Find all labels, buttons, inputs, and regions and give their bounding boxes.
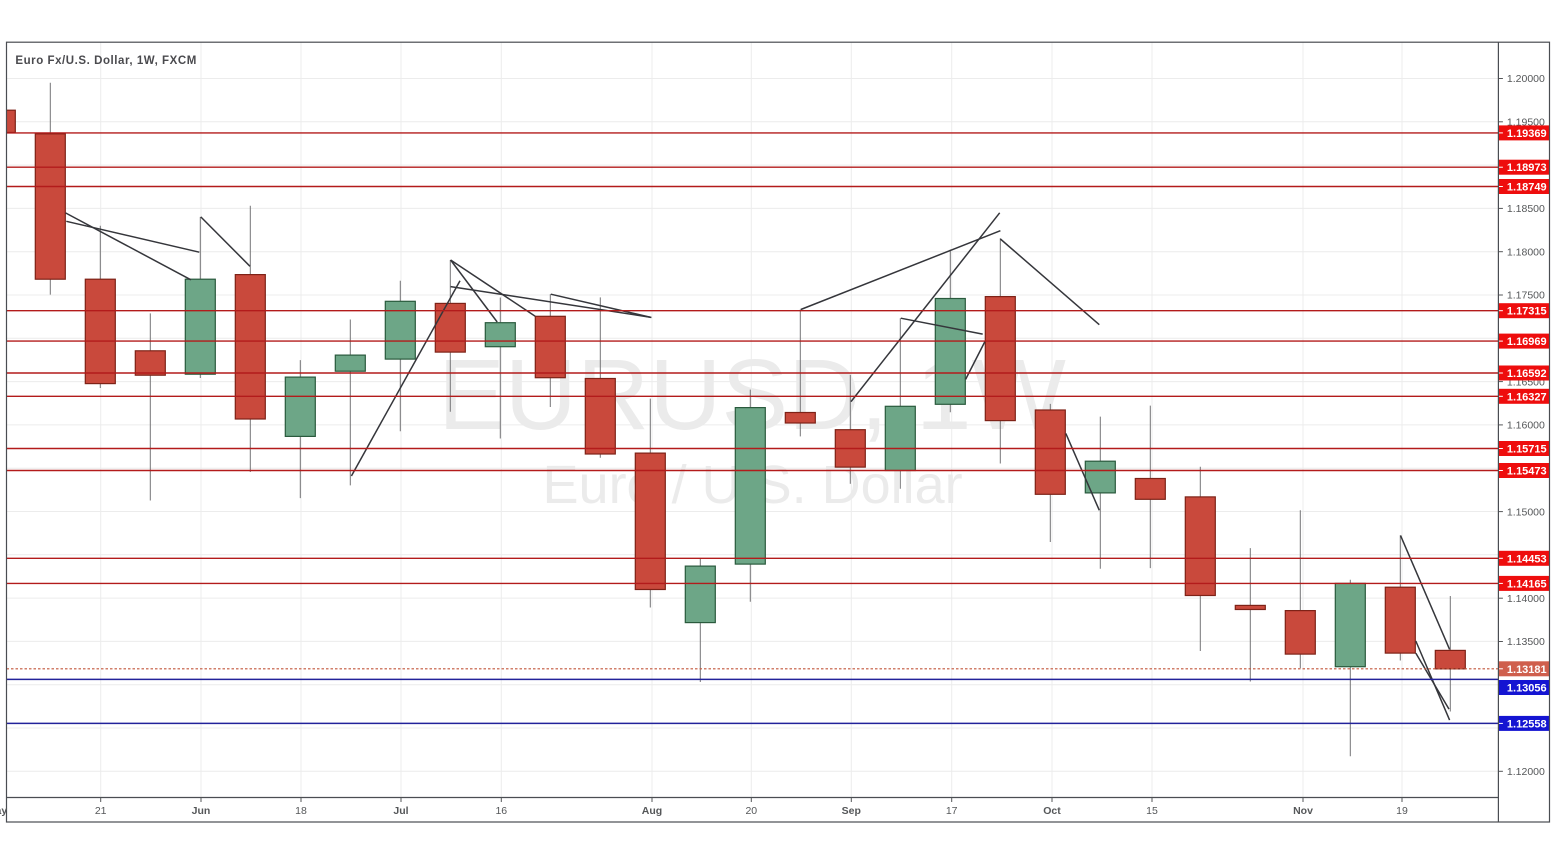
svg-text:1.17315: 1.17315 <box>1507 306 1547 318</box>
svg-text:Jun: Jun <box>192 805 211 817</box>
svg-text:1.14000: 1.14000 <box>1507 593 1545 605</box>
svg-text:Euro Fx/U.S. Dollar, 1W, FXCM: Euro Fx/U.S. Dollar, 1W, FXCM <box>15 55 196 67</box>
svg-text:1.13500: 1.13500 <box>1507 636 1545 648</box>
svg-text:18: 18 <box>295 805 307 817</box>
svg-text:21: 21 <box>95 805 107 817</box>
svg-text:Oct: Oct <box>1043 805 1061 817</box>
svg-text:1.18973: 1.18973 <box>1507 162 1547 174</box>
svg-text:May: May <box>0 805 7 817</box>
svg-text:17: 17 <box>946 805 958 817</box>
svg-text:1.15000: 1.15000 <box>1507 506 1545 518</box>
svg-text:1.16000: 1.16000 <box>1507 420 1545 432</box>
svg-text:1.14165: 1.14165 <box>1507 578 1547 590</box>
svg-text:1.18500: 1.18500 <box>1507 203 1545 215</box>
svg-text:1.18000: 1.18000 <box>1507 246 1545 258</box>
svg-text:1.20000: 1.20000 <box>1507 73 1545 85</box>
svg-text:16: 16 <box>495 805 507 817</box>
svg-text:1.18749: 1.18749 <box>1507 182 1547 194</box>
svg-text:Jul: Jul <box>393 805 408 817</box>
svg-text:Sep: Sep <box>842 805 861 817</box>
svg-text:1.14453: 1.14453 <box>1507 553 1547 565</box>
svg-text:1.12000: 1.12000 <box>1507 766 1545 778</box>
svg-text:1.16592: 1.16592 <box>1507 368 1547 380</box>
svg-text:1.16969: 1.16969 <box>1507 336 1547 348</box>
svg-text:15: 15 <box>1146 805 1158 817</box>
svg-text:Aug: Aug <box>642 805 662 817</box>
svg-text:1.13056: 1.13056 <box>1507 683 1547 695</box>
svg-text:1.12558: 1.12558 <box>1507 718 1547 730</box>
svg-text:1.19369: 1.19369 <box>1507 128 1547 140</box>
svg-text:1.15715: 1.15715 <box>1507 444 1547 456</box>
svg-text:1.15473: 1.15473 <box>1507 466 1547 478</box>
svg-text:1.13181: 1.13181 <box>1507 664 1547 676</box>
svg-text:1.16327: 1.16327 <box>1507 391 1547 403</box>
svg-text:Nov: Nov <box>1293 805 1313 817</box>
svg-text:1.17500: 1.17500 <box>1507 290 1545 302</box>
svg-text:20: 20 <box>745 805 757 817</box>
svg-text:19: 19 <box>1396 805 1408 817</box>
